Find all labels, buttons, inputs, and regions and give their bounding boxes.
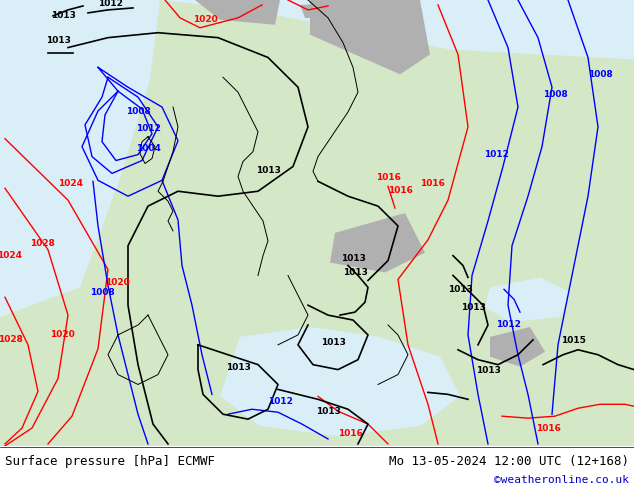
Text: 1013: 1013 <box>460 303 486 312</box>
Text: 1013: 1013 <box>51 11 75 20</box>
Text: 1013: 1013 <box>226 363 250 371</box>
Text: 1013: 1013 <box>340 254 365 263</box>
Text: 1020: 1020 <box>193 15 217 24</box>
Text: 1012: 1012 <box>484 149 508 159</box>
Text: 1015: 1015 <box>560 336 585 345</box>
Polygon shape <box>300 0 390 20</box>
Polygon shape <box>0 0 634 59</box>
Polygon shape <box>485 277 570 322</box>
Text: 1016: 1016 <box>337 429 363 438</box>
Text: 1008: 1008 <box>543 90 567 99</box>
Polygon shape <box>0 0 160 317</box>
Polygon shape <box>220 327 460 436</box>
Text: Mo 13-05-2024 12:00 UTC (12+168): Mo 13-05-2024 12:00 UTC (12+168) <box>389 455 629 468</box>
Text: 1013: 1013 <box>448 285 472 294</box>
Text: 1013: 1013 <box>342 269 368 277</box>
Text: 1012: 1012 <box>136 124 160 133</box>
Polygon shape <box>330 213 425 272</box>
Text: ©weatheronline.co.uk: ©weatheronline.co.uk <box>494 475 629 485</box>
Text: 1024: 1024 <box>0 250 22 260</box>
Text: 1016: 1016 <box>375 173 401 182</box>
Text: 1004: 1004 <box>136 144 160 152</box>
Text: 1016: 1016 <box>536 424 560 433</box>
Text: 1013: 1013 <box>316 407 340 416</box>
Text: 1024: 1024 <box>58 179 83 188</box>
Text: 1013: 1013 <box>321 338 346 347</box>
Text: 1012: 1012 <box>496 320 521 329</box>
Polygon shape <box>310 0 430 74</box>
Polygon shape <box>195 0 280 25</box>
Text: 1013: 1013 <box>46 36 70 45</box>
Text: 1028: 1028 <box>0 335 22 344</box>
Text: Surface pressure [hPa] ECMWF: Surface pressure [hPa] ECMWF <box>5 455 215 468</box>
Text: 1012: 1012 <box>268 397 292 406</box>
Text: 1016: 1016 <box>388 186 413 195</box>
Text: 1013: 1013 <box>476 366 500 374</box>
Text: 1008: 1008 <box>89 288 114 297</box>
Text: 1020: 1020 <box>49 330 74 339</box>
Text: 1028: 1028 <box>30 239 55 248</box>
Text: 1013: 1013 <box>256 167 280 175</box>
Text: 1012: 1012 <box>98 0 122 8</box>
Text: 1016: 1016 <box>420 179 444 188</box>
Text: 1020: 1020 <box>105 278 130 287</box>
Polygon shape <box>490 327 545 367</box>
Text: 1008: 1008 <box>588 70 612 79</box>
Text: 1008: 1008 <box>126 107 150 116</box>
Text: 1016: 1016 <box>283 0 307 2</box>
